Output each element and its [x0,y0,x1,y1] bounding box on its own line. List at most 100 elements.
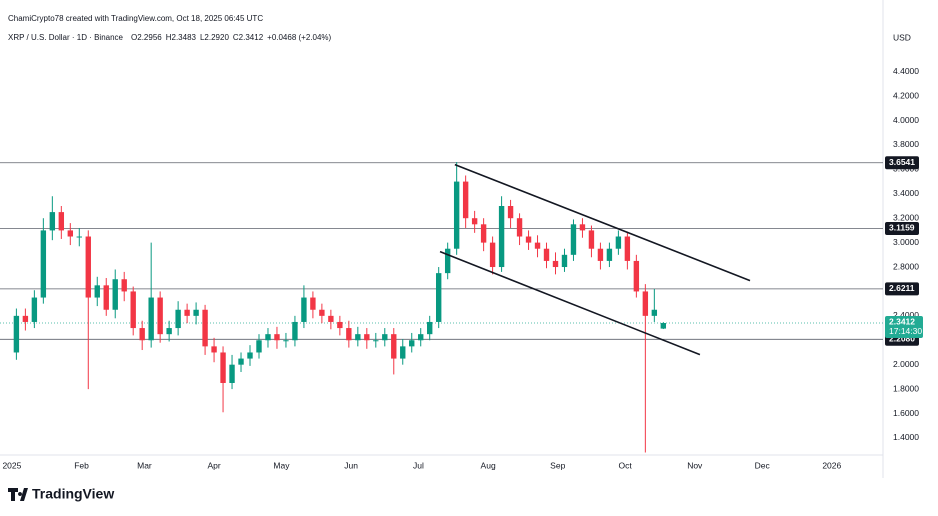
y-tick-label: 4.0000 [893,115,919,125]
level-tag-label: 2.6211 [889,283,915,293]
candle-body [49,212,56,231]
candle-body [651,309,658,316]
candle-body [507,206,514,219]
y-tick-label: 3.4000 [893,188,919,198]
candle-body [498,206,505,268]
x-tick-label: Oct [619,460,633,470]
last-price-label: 2.3412 [889,316,915,326]
candle-body [166,328,172,335]
attribution: ChamiCrypto78 created with TradingView.c… [8,14,263,23]
x-tick-label: Feb [74,460,89,470]
x-tick-label: Nov [687,460,703,470]
legend-key: O [131,33,137,42]
candle-body [283,340,289,342]
level-tag [885,282,919,296]
y-tick-label: 4.2000 [893,90,919,100]
candle-body [346,328,352,341]
candle-body [427,321,433,335]
candle-body [364,334,370,341]
candle-body [184,309,190,316]
candle-body [355,334,361,341]
x-tick-label: Aug [481,460,496,470]
candle-body [444,248,451,274]
candle-body [238,358,244,365]
candle-body [471,218,478,225]
candle-body [328,315,334,322]
candle-body [480,224,487,243]
x-tick-label: Jul [413,460,424,470]
candle-body [516,218,523,237]
candle-body [229,364,235,383]
candle-body [139,328,145,341]
candle-body [391,334,397,359]
candle-body [67,230,74,237]
y-tick-label: 3.8000 [893,139,919,149]
candle-body [310,297,316,310]
candle-body [94,285,100,298]
candle-body [489,242,496,268]
legend-key: L [200,33,205,42]
candle-body [265,334,271,341]
logo-icon [8,488,28,501]
candle-body [22,315,29,322]
candle-body [400,346,406,359]
logo: TradingView [8,486,114,502]
candle-body [301,297,307,322]
candle-body [579,224,586,231]
y-tick-label: 2.0000 [893,359,919,369]
candle-body [274,334,280,341]
x-tick-label: Dec [755,460,771,470]
candle-body [103,285,109,310]
countdown: 17:14:30 [889,326,922,336]
level-tag-label: 2.2080 [889,334,915,344]
candle-body [202,309,208,347]
candle-body [660,323,667,329]
candle-body [76,236,82,238]
x-tick-label: Sep [550,460,565,470]
symbol[interactable]: XRP / U.S. Dollar · 1D · Binance [8,33,124,42]
candle-body [588,230,595,249]
candle-body [319,309,325,316]
level-tag-label: 3.6541 [889,157,915,167]
candle-body [570,224,577,255]
legend-key: C [233,33,239,42]
candle-body [175,309,181,329]
candle-body [624,236,631,261]
legend-change: +0.0468 (+2.04%) [267,33,331,42]
y-tick-label: 1.6000 [893,408,919,418]
candle-body [130,291,136,329]
last-price-tag [885,316,923,339]
level-tag-label: 3.1159 [889,223,915,233]
candle-body [337,321,343,329]
legend-value: 2.3412 [239,33,264,42]
legend-key: H [166,33,172,42]
candle-body [409,340,415,347]
candle-body [633,260,640,292]
plot [0,162,883,453]
candle-body [256,340,262,353]
y-tick-label: 1.8000 [893,383,919,393]
candle-body [642,291,649,316]
level-tag [885,156,919,170]
candle-body [382,334,388,341]
candle-body [85,236,91,298]
candle-body [40,230,47,298]
candle-body [543,248,550,261]
x-tick-label: 2025 [2,460,21,470]
x-tick-label: May [273,460,290,470]
brand: TradingView [32,486,114,502]
candle-body [148,297,154,341]
candle-body [552,260,559,268]
trendline [439,250,701,356]
trendline [454,163,751,282]
x-tick-label: Apr [207,460,220,470]
candle-body [247,352,253,359]
x-tick-label: Mar [137,460,152,470]
y-tick-label: 3.2000 [893,212,919,222]
legend-value: 2.2956 [137,33,162,42]
y-tick-label: 2.8000 [893,261,919,271]
candle-body [193,309,199,316]
candle-body [211,346,217,353]
